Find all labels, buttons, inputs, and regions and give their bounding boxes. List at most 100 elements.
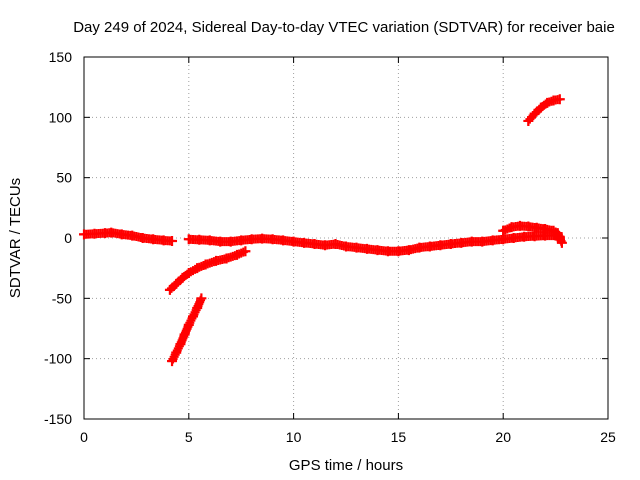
- y-tick-label: 100: [49, 109, 73, 125]
- data-point: [414, 242, 425, 253]
- series-4: [167, 293, 207, 367]
- data-point: [192, 263, 203, 274]
- data-point: [89, 228, 100, 239]
- data-point: [187, 311, 198, 322]
- y-tick-label: 150: [49, 49, 73, 65]
- data-point: [177, 272, 188, 283]
- y-tick-label: -150: [44, 411, 72, 427]
- data-point: [183, 319, 194, 330]
- data-point: [221, 253, 232, 264]
- data-point: [196, 293, 207, 304]
- data-point: [175, 339, 186, 350]
- data-point: [330, 239, 341, 250]
- data-point: [211, 255, 222, 266]
- data-point: [164, 284, 175, 295]
- data-point: [542, 97, 553, 108]
- data-point: [183, 234, 194, 245]
- series-5: [523, 94, 565, 126]
- x-tick-label: 15: [391, 429, 407, 445]
- x-tick-label: 20: [495, 429, 511, 445]
- data-point: [127, 230, 138, 241]
- series-3: [164, 246, 251, 295]
- data-point: [236, 235, 247, 246]
- x-tick-label: 10: [286, 429, 302, 445]
- data-point: [183, 267, 194, 278]
- y-tick-label: 0: [64, 230, 72, 246]
- data-point: [554, 94, 565, 105]
- data-point: [299, 237, 310, 248]
- data-point: [393, 246, 404, 257]
- data-point: [523, 221, 534, 232]
- y-tick-label: 50: [56, 170, 72, 186]
- data-point: [403, 245, 414, 256]
- data-point: [320, 240, 331, 251]
- data-point: [137, 233, 148, 243]
- data-point: [158, 235, 169, 246]
- data-point: [257, 233, 268, 244]
- data-point: [194, 234, 205, 245]
- data-point: [225, 236, 236, 247]
- y-axis-label: SDTVAR / TECUs: [7, 178, 24, 298]
- data-point: [372, 245, 383, 256]
- data-point: [508, 233, 519, 243]
- axis-ticks: 0 5 10 15 20 25 -150 -100 -50 0 50 100 150: [44, 49, 616, 445]
- data-point: [106, 227, 117, 238]
- data-point: [552, 228, 563, 239]
- data-point: [514, 220, 525, 231]
- data-point: [529, 231, 540, 242]
- data-point: [192, 302, 203, 313]
- series-2: [498, 220, 567, 248]
- data-point: [341, 241, 351, 252]
- data-point: [540, 223, 551, 234]
- data-point: [167, 356, 178, 367]
- data-point: [351, 242, 362, 253]
- x-axis-label: GPS time / hours: [289, 457, 403, 474]
- data-point: [498, 225, 509, 236]
- data-point: [535, 102, 546, 113]
- data-point: [498, 234, 509, 245]
- data-point: [548, 95, 559, 106]
- data-point: [523, 115, 534, 126]
- data-point: [556, 237, 567, 248]
- data-point: [171, 278, 182, 289]
- data-point: [79, 229, 89, 240]
- series-band: [167, 295, 206, 366]
- data-point: [167, 236, 178, 247]
- data-point: [529, 108, 540, 119]
- data-point: [445, 239, 456, 250]
- data-point: [200, 259, 211, 270]
- x-tick-label: 25: [600, 429, 616, 445]
- data-point: [116, 229, 127, 240]
- data-point: [267, 234, 278, 245]
- data-point: [477, 236, 488, 247]
- x-tick-label: 0: [80, 429, 88, 445]
- data-point: [435, 240, 446, 251]
- y-tick-label: -100: [44, 351, 72, 367]
- data-point: [309, 239, 320, 250]
- data-point: [246, 234, 257, 245]
- data-point: [278, 235, 289, 246]
- data-point: [456, 237, 467, 248]
- data-point: [382, 246, 393, 257]
- data-point: [519, 231, 530, 242]
- data-point: [204, 235, 215, 246]
- data-point: [288, 236, 299, 247]
- data-point: [148, 234, 159, 245]
- data-point: [531, 222, 542, 233]
- data-point: [240, 246, 251, 257]
- data-point: [171, 347, 182, 358]
- data-point: [215, 236, 226, 247]
- chart-title: Day 249 of 2024, Sidereal Day-to-day VTE…: [73, 19, 615, 36]
- data-point: [179, 329, 190, 340]
- data-point: [554, 233, 565, 243]
- x-tick-label: 5: [185, 429, 193, 445]
- data-series: [79, 94, 567, 367]
- data-point: [506, 222, 517, 233]
- data-point: [424, 241, 435, 252]
- data-point: [361, 243, 372, 254]
- y-tick-label: -50: [52, 290, 72, 306]
- series-0: [79, 227, 178, 247]
- data-point: [232, 249, 243, 260]
- data-point: [466, 236, 477, 247]
